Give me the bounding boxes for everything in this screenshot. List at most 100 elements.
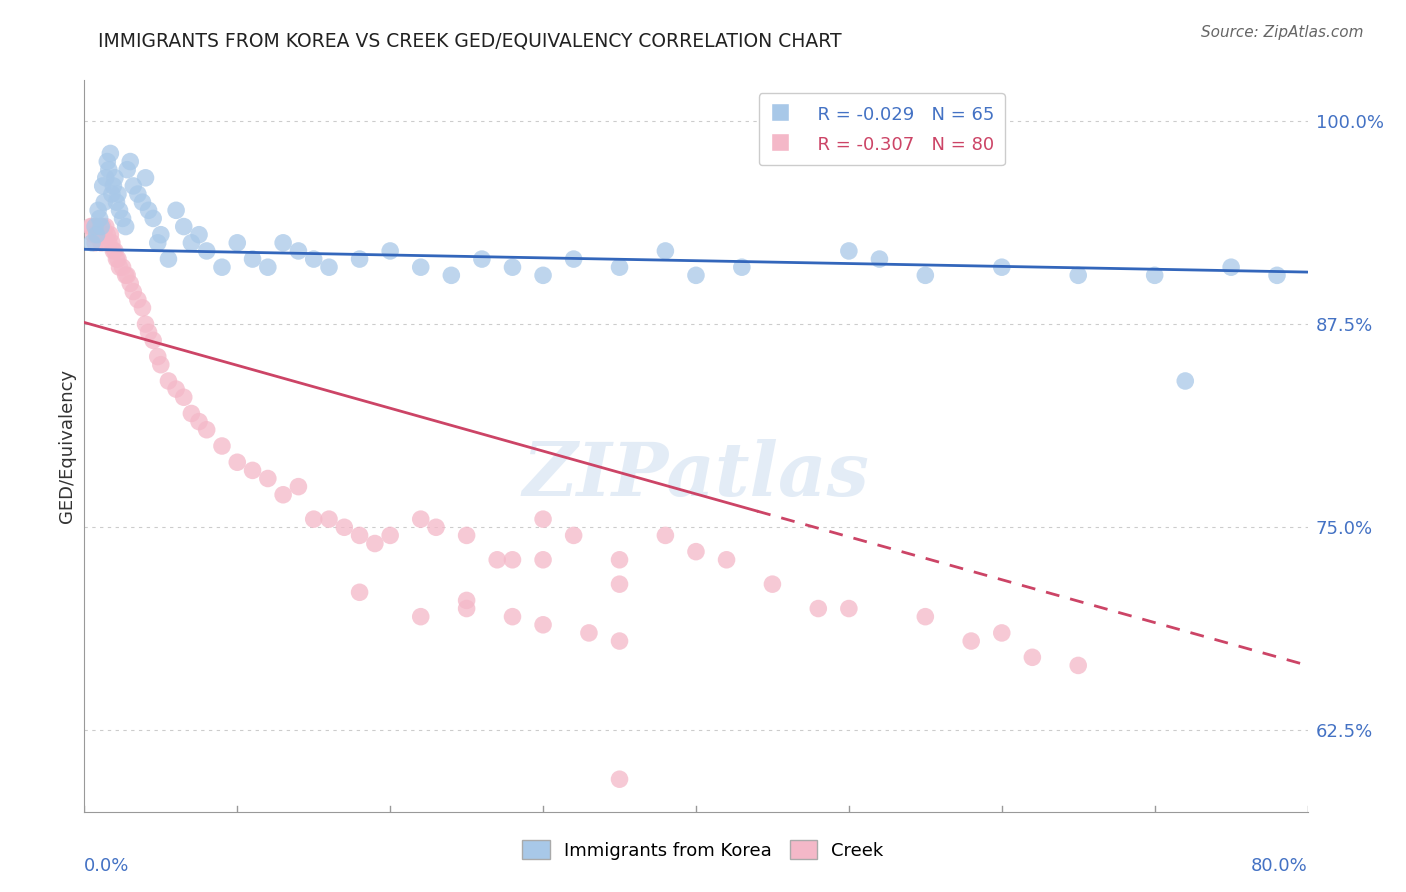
Point: [409, 260, 432, 275]
Point: [380, 528, 402, 542]
Point: [80, 235, 103, 250]
Point: [127, 293, 149, 307]
Point: [108, 260, 131, 275]
Point: [86, 219, 108, 234]
Point: [456, 601, 478, 615]
Point: [111, 260, 134, 275]
Point: [107, 252, 129, 266]
Point: [165, 203, 187, 218]
Point: [97, 235, 120, 250]
Point: [838, 244, 860, 258]
Point: [302, 512, 325, 526]
Point: [104, 170, 127, 185]
Point: [107, 187, 129, 202]
Point: [157, 252, 180, 266]
Point: [502, 609, 524, 624]
Point: [103, 178, 125, 193]
Point: [1174, 374, 1197, 388]
Point: [654, 528, 676, 542]
Point: [90, 235, 112, 250]
Point: [991, 260, 1014, 275]
Point: [531, 617, 554, 632]
Point: [195, 244, 218, 258]
Point: [1265, 268, 1288, 283]
Point: [869, 252, 891, 266]
Point: [157, 374, 180, 388]
Point: [87, 203, 110, 218]
Point: [101, 187, 124, 202]
Point: [257, 471, 280, 485]
Text: Source: ZipAtlas.com: Source: ZipAtlas.com: [1201, 25, 1364, 40]
Point: [562, 252, 585, 266]
Point: [609, 634, 631, 648]
Point: [287, 480, 309, 494]
Point: [1143, 268, 1166, 283]
Point: [146, 235, 169, 250]
Point: [1067, 658, 1090, 673]
Point: [838, 601, 860, 615]
Point: [271, 488, 294, 502]
Point: [226, 235, 249, 250]
Point: [122, 285, 145, 299]
Point: [761, 577, 783, 591]
Point: [180, 407, 202, 421]
Point: [173, 219, 195, 234]
Point: [380, 244, 402, 258]
Text: ZIPatlas: ZIPatlas: [523, 439, 869, 511]
Point: [502, 260, 524, 275]
Point: [94, 170, 117, 185]
Point: [318, 260, 340, 275]
Point: [93, 227, 115, 242]
Point: [91, 178, 114, 193]
Point: [578, 626, 600, 640]
Point: [108, 203, 131, 218]
Point: [105, 252, 128, 266]
Point: [271, 235, 294, 250]
Point: [211, 260, 233, 275]
Point: [685, 268, 707, 283]
Point: [138, 325, 160, 339]
Point: [257, 260, 280, 275]
Point: [122, 178, 145, 193]
Point: [142, 211, 165, 226]
Point: [138, 203, 160, 218]
Point: [226, 455, 249, 469]
Point: [654, 244, 676, 258]
Point: [84, 219, 107, 234]
Point: [531, 268, 554, 283]
Point: [349, 528, 371, 542]
Point: [960, 634, 983, 648]
Point: [502, 553, 524, 567]
Point: [531, 553, 554, 567]
Point: [242, 252, 264, 266]
Point: [90, 219, 112, 234]
Point: [609, 577, 631, 591]
Point: [302, 252, 325, 266]
Point: [531, 512, 554, 526]
Point: [89, 227, 111, 242]
Point: [349, 252, 371, 266]
Legend:   R = -0.029   N = 65,   R = -0.307   N = 80: R = -0.029 N = 65, R = -0.307 N = 80: [759, 93, 1005, 165]
Point: [120, 277, 142, 291]
Legend: Immigrants from Korea, Creek: Immigrants from Korea, Creek: [515, 833, 891, 867]
Point: [165, 382, 187, 396]
Point: [991, 626, 1014, 640]
Y-axis label: GED/Equivalency: GED/Equivalency: [58, 369, 76, 523]
Point: [135, 317, 157, 331]
Point: [89, 211, 111, 226]
Point: [716, 553, 738, 567]
Point: [104, 244, 127, 258]
Point: [103, 244, 125, 258]
Point: [609, 772, 631, 787]
Point: [188, 415, 211, 429]
Point: [914, 268, 936, 283]
Point: [807, 601, 830, 615]
Point: [135, 170, 157, 185]
Point: [149, 358, 172, 372]
Point: [914, 609, 936, 624]
Point: [101, 235, 124, 250]
Point: [287, 244, 309, 258]
Point: [364, 536, 387, 550]
Point: [114, 268, 136, 283]
Point: [86, 227, 108, 242]
